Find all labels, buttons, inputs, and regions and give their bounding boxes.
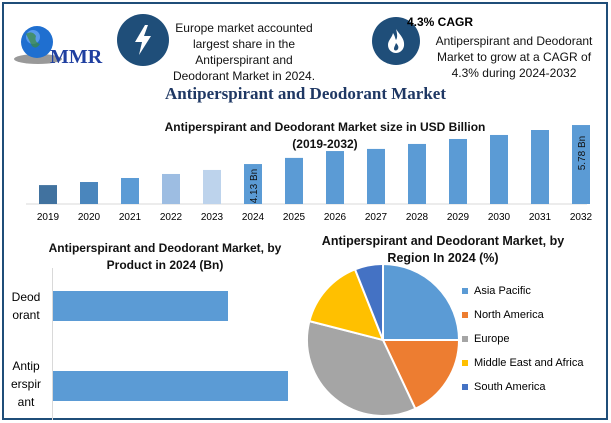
cagr-heading: 4.3% CAGR <box>406 15 474 29</box>
bar-2021 <box>121 177 139 204</box>
x-tick-2031: 2031 <box>528 212 552 223</box>
x-tick-2029: 2029 <box>446 212 470 223</box>
legend-item-2: Europe <box>462 333 509 345</box>
page-title: Antiperspirant and Deodorant Market <box>165 84 446 103</box>
bar-chart-title: Antiperspirant and Deodorant Market size… <box>164 120 486 151</box>
legend-swatch <box>462 384 468 390</box>
legend-swatch <box>462 288 468 294</box>
bar-2023 <box>203 169 221 204</box>
bar-2027 <box>367 148 385 204</box>
pie-slice-4 <box>353 262 384 341</box>
product-bar-0 <box>53 291 228 321</box>
logo-text: MMR <box>50 46 103 68</box>
x-tick-2024: 2024 <box>241 212 265 223</box>
bar-2019 <box>39 185 57 204</box>
x-tick-2025: 2025 <box>282 212 306 223</box>
globe-icon <box>14 26 62 64</box>
legend-label: Asia Pacific <box>474 285 531 297</box>
legend-label: South America <box>474 381 546 393</box>
bar-2029 <box>449 138 467 204</box>
info1-text: Europe market accounted largest share in… <box>172 21 316 83</box>
info2-text: Antiperspirant and Deodorant Market to g… <box>435 34 593 80</box>
pie-chart-title: Antiperspirant and Deodorant Market, by … <box>321 234 565 265</box>
x-tick-2021: 2021 <box>118 212 142 223</box>
mmr-logo: MMR <box>12 22 108 72</box>
legend-item-0: Asia Pacific <box>462 285 531 297</box>
product-label-1: Antip erspir ant <box>10 359 41 409</box>
market-size-bar-chart: 4.13 Bn 5.78 Bn <box>26 125 590 205</box>
x-tick-2030: 2030 <box>487 212 511 223</box>
product-label-0: Deod orant <box>11 290 41 322</box>
bar-2026 <box>326 151 344 204</box>
x-tick-2022: 2022 <box>159 212 183 223</box>
legend-swatch <box>462 336 468 342</box>
legend-swatch <box>462 360 468 366</box>
legend-item-1: North America <box>462 309 544 321</box>
pie-slice-1 <box>381 339 461 411</box>
pie-slice-2 <box>306 319 417 417</box>
data-label-2032: 5.78 Bn <box>577 136 588 170</box>
pie-slice-0 <box>382 262 461 341</box>
bar-2032 <box>572 125 590 204</box>
legend-swatch <box>462 312 468 318</box>
x-tick-2026: 2026 <box>323 212 347 223</box>
bar-2025 <box>285 157 303 204</box>
legend-label: Middle East and Africa <box>474 357 584 369</box>
region-pie-chart <box>306 262 461 417</box>
x-tick-2027: 2027 <box>364 212 388 223</box>
legend-label: Europe <box>474 333 510 345</box>
bar-2028 <box>408 143 426 204</box>
x-tick-2028: 2028 <box>405 212 429 223</box>
product-axis <box>52 268 53 420</box>
product-chart-title: Antiperspirant and Deodorant Market, by … <box>48 241 282 272</box>
product-bar-1 <box>53 371 288 401</box>
lightning-icon <box>117 14 169 66</box>
x-tick-2032: 2032 <box>569 212 593 223</box>
legend-label: North America <box>474 309 544 321</box>
legend-item-4: South America <box>462 381 546 393</box>
bar-2030 <box>490 134 508 204</box>
x-tick-2020: 2020 <box>77 212 101 223</box>
bar-2020 <box>80 182 98 204</box>
flame-icon <box>372 17 420 65</box>
pie-slice-3 <box>308 268 385 342</box>
x-tick-2019: 2019 <box>36 212 60 223</box>
bar-2022 <box>162 173 180 204</box>
bar-2024 <box>244 164 262 204</box>
legend-item-3: Middle East and Africa <box>462 357 583 369</box>
x-tick-2023: 2023 <box>200 212 224 223</box>
data-label-2024: 4.13 Bn <box>249 169 260 203</box>
bar-2031 <box>531 130 549 204</box>
